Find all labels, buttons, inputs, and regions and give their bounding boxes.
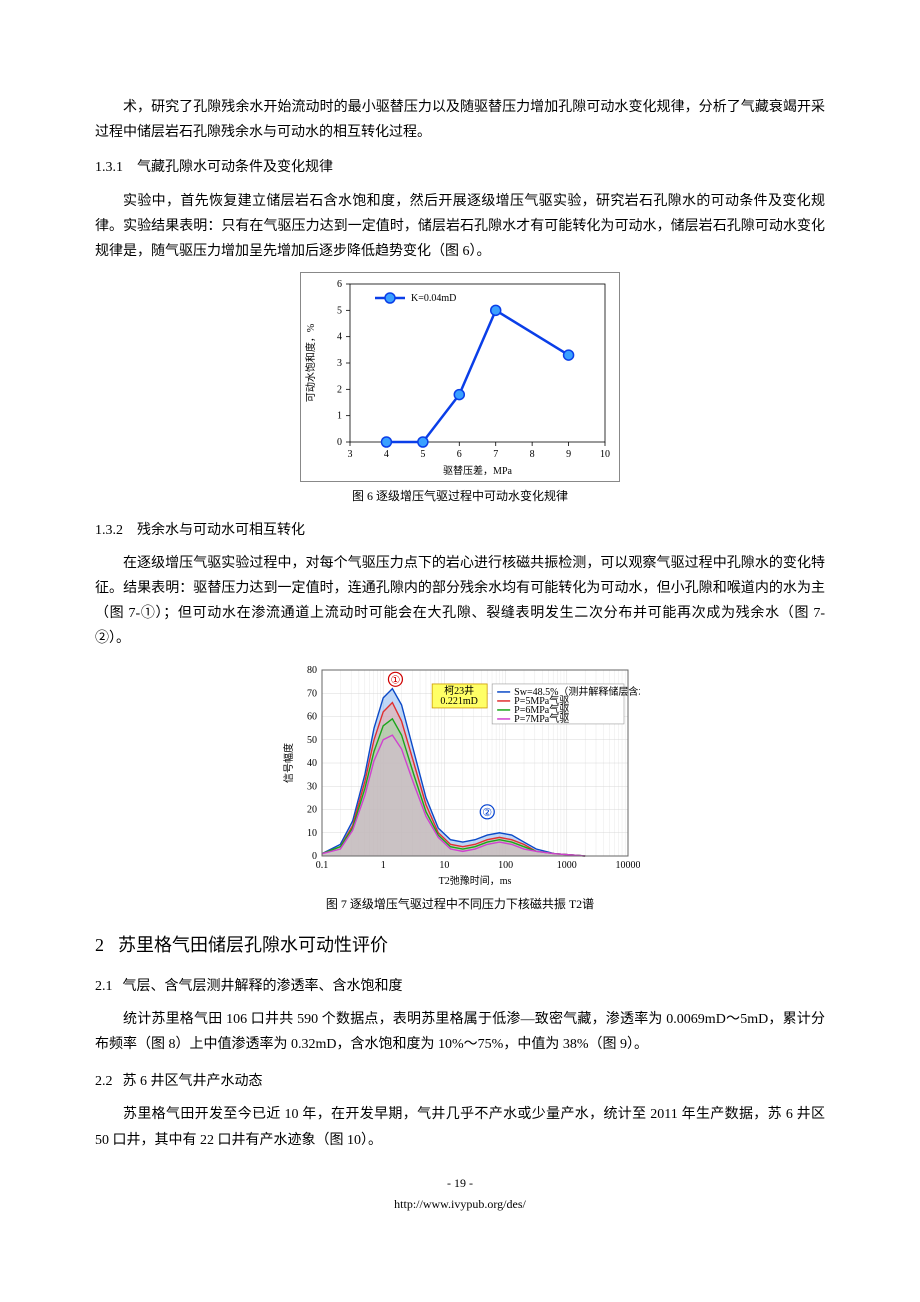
svg-text:0.1: 0.1	[316, 860, 329, 871]
heading-1-3-1: 1.3.1 气藏孔隙水可动条件及变化规律	[95, 155, 825, 180]
intro-paragraph: 术，研究了孔隙残余水开始流动时的最小驱替压力以及随驱替压力增加孔隙可动水变化规律…	[95, 95, 825, 145]
heading-title: 苏 6 井区气井产水动态	[123, 1074, 263, 1089]
figure-6: 3 4 5 6 7 8 9 10 0 1 2 3 4 5 6 驱替压差，MPa 可动水饱和度，% K=0.04mD…	[95, 272, 825, 508]
svg-text:①: ①	[391, 674, 401, 686]
svg-text:K=0.04mD: K=0.04mD	[411, 293, 456, 304]
svg-text:9: 9	[566, 449, 571, 460]
para-1-3-1: 实验中，首先恢复建立储层岩石含水饱和度，然后开展逐级增压气驱实验，研究岩石孔隙水…	[95, 189, 825, 265]
svg-text:T2弛豫时间，ms: T2弛豫时间，ms	[439, 874, 512, 887]
figure-6-caption: 图 6 逐级增压气驱过程中可动水变化规律	[352, 486, 568, 508]
svg-text:驱替压差，MPa: 驱替压差，MPa	[443, 464, 512, 477]
svg-text:1: 1	[381, 860, 386, 871]
heading-title: 残余水与可动水可相互转化	[137, 523, 305, 538]
page-number: - 19 -	[95, 1173, 825, 1195]
svg-text:6: 6	[457, 449, 462, 460]
svg-text:P=7MPa气驱: P=7MPa气驱	[514, 712, 569, 725]
svg-text:80: 80	[307, 665, 317, 676]
heading-1-3-2: 1.3.2 残余水与可动水可相互转化	[95, 518, 825, 543]
heading-num: 1.3.1	[95, 160, 123, 175]
heading-num: 2	[95, 935, 104, 955]
svg-text:5: 5	[420, 449, 425, 460]
svg-text:5: 5	[337, 305, 342, 316]
footer-url: http://www.ivypub.org/des/	[95, 1194, 825, 1216]
figure-7-caption: 图 7 逐级增压气驱过程中不同压力下核磁共振 T2谱	[326, 894, 594, 916]
para-2-1: 统计苏里格气田 106 口井共 590 个数据点，表明苏里格属于低渗—致密气藏，…	[95, 1007, 825, 1057]
svg-text:30: 30	[307, 781, 317, 792]
heading-title: 气层、含气层测井解释的渗透率、含水饱和度	[123, 979, 403, 994]
svg-text:4: 4	[337, 332, 342, 343]
svg-text:4: 4	[384, 449, 389, 460]
svg-text:20: 20	[307, 804, 317, 815]
heading-num: 2.2	[95, 1074, 113, 1089]
heading-num: 1.3.2	[95, 523, 123, 538]
svg-text:3: 3	[337, 358, 342, 369]
heading-title: 苏里格气田储层孔隙水可动性评价	[118, 935, 388, 955]
svg-text:70: 70	[307, 688, 317, 699]
heading-2: 2 苏里格气田储层孔隙水可动性评价	[95, 929, 825, 961]
svg-text:7: 7	[493, 449, 498, 460]
svg-text:10: 10	[600, 449, 610, 460]
svg-text:信号幅度: 信号幅度	[282, 743, 295, 783]
page-footer: - 19 - http://www.ivypub.org/des/	[95, 1173, 825, 1216]
svg-text:40: 40	[307, 758, 317, 769]
para-1-3-2: 在逐级增压气驱实验过程中，对每个气驱压力点下的岩心进行核磁共振检测，可以观察气驱…	[95, 551, 825, 652]
svg-text:10: 10	[439, 860, 449, 871]
heading-title: 气藏孔隙水可动条件及变化规律	[137, 160, 333, 175]
svg-text:50: 50	[307, 734, 317, 745]
svg-text:0.221mD: 0.221mD	[440, 696, 478, 707]
svg-text:②: ②	[482, 806, 492, 818]
svg-text:6: 6	[337, 279, 342, 290]
svg-text:1: 1	[337, 411, 342, 422]
svg-text:100: 100	[498, 860, 513, 871]
svg-text:3: 3	[348, 449, 353, 460]
svg-text:2: 2	[337, 384, 342, 395]
svg-text:1000: 1000	[557, 860, 577, 871]
figure-7: 010203040506070800.1110100100010000T2弛豫时…	[95, 660, 825, 916]
figure-6-chart: 3 4 5 6 7 8 9 10 0 1 2 3 4 5 6 驱替压差，MPa 可动水饱和度，% K=0.04mD	[300, 272, 620, 482]
svg-text:60: 60	[307, 711, 317, 722]
svg-text:8: 8	[530, 449, 535, 460]
para-2-2: 苏里格气田开发至今已近 10 年，在开发早期，气井几乎不产水或少量产水，统计至 …	[95, 1102, 825, 1152]
svg-text:0: 0	[337, 437, 342, 448]
figure-7-chart: 010203040506070800.1110100100010000T2弛豫时…	[280, 660, 640, 890]
heading-2-2: 2.2 苏 6 井区气井产水动态	[95, 1069, 825, 1094]
svg-text:可动水饱和度，%: 可动水饱和度，%	[304, 324, 317, 402]
svg-text:10: 10	[307, 827, 317, 838]
heading-num: 2.1	[95, 979, 113, 994]
svg-text:10000: 10000	[616, 860, 641, 871]
heading-2-1: 2.1 气层、含气层测井解释的渗透率、含水饱和度	[95, 974, 825, 999]
